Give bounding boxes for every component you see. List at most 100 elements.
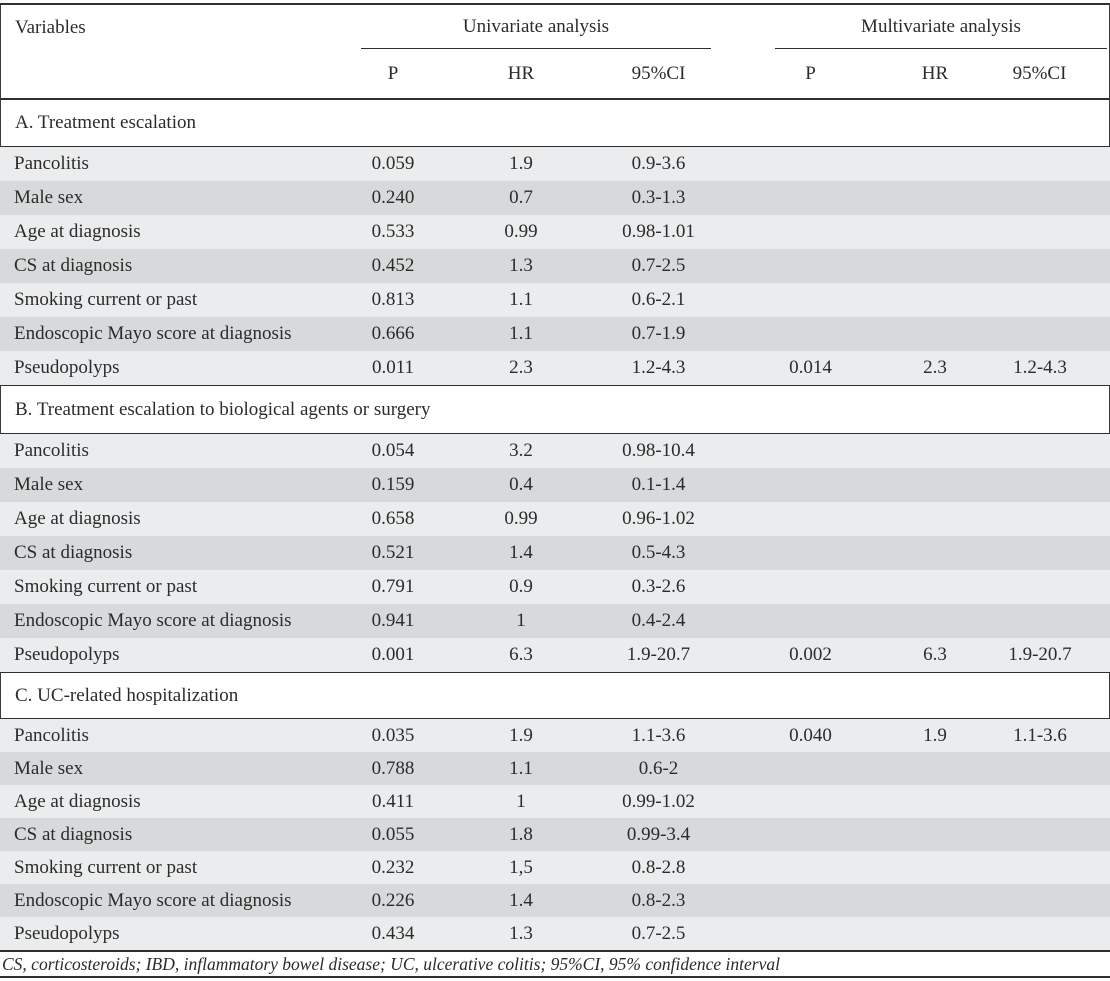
table-footnote: CS, corticosteroids; IBD, inflammatory b…	[0, 950, 1110, 978]
table-section: B. Treatment escalation to biological ag…	[0, 385, 1110, 672]
cell-uni-hr: 1.4	[509, 889, 533, 911]
cell-uni-ci: 0.99-1.02	[622, 790, 695, 812]
cell-multi-ci: 1.1-3.6	[1013, 724, 1067, 746]
cell-uni-ci: 0.99-3.4	[626, 823, 691, 845]
cell-variable: Smoking current or past	[14, 576, 198, 597]
cell-uni-ci: 0.7-1.9	[631, 323, 686, 344]
cell-variable: CS at diagnosis	[14, 823, 133, 845]
group-multivariate: Multivariate analysis	[721, 5, 1109, 50]
cell-uni-p: 0.159	[371, 474, 415, 495]
cell-variable: Endoscopic Mayo score at diagnosis	[14, 610, 292, 631]
cell-multi-p: 0.002	[789, 644, 832, 665]
table-header: Variables Univariate analysis Multivaria…	[0, 3, 1110, 100]
cell-uni-p: 0.240	[371, 187, 415, 208]
table-row: CS at diagnosis 0.452 1.3 0.7-2.5	[0, 249, 1110, 283]
cell-uni-ci: 0.3-1.3	[631, 187, 686, 208]
cell-variable: CS at diagnosis	[14, 255, 133, 276]
table-row: Endoscopic Mayo score at diagnosis 0.666…	[0, 317, 1110, 351]
cell-uni-ci: 1.2-4.3	[631, 357, 686, 378]
cell-uni-p: 0.054	[371, 440, 415, 461]
table-row: CS at diagnosis 0.055 1.8 0.99-3.4	[0, 818, 1110, 851]
cell-variable: Age at diagnosis	[14, 508, 141, 529]
cell-variable: Pancolitis	[14, 724, 89, 746]
group-univariate: Univariate analysis	[340, 5, 721, 50]
cell-uni-ci: 1.1-3.6	[631, 724, 686, 746]
cell-uni-hr: 1.1	[509, 323, 533, 344]
cell-uni-p: 0.434	[371, 922, 415, 944]
cell-variable: Smoking current or past	[14, 856, 198, 878]
cell-uni-p: 0.658	[371, 508, 415, 529]
cell-uni-ci: 0.4-2.4	[631, 610, 686, 631]
cell-variable: Pseudopolyps	[14, 644, 120, 665]
cell-uni-ci: 0.98-10.4	[622, 440, 695, 461]
cell-uni-hr: 2.3	[509, 357, 533, 378]
cell-uni-ci: 0.9-3.6	[631, 153, 686, 174]
table-row: CS at diagnosis 0.521 1.4 0.5-4.3	[0, 536, 1110, 570]
cell-uni-hr: 0.7	[509, 187, 533, 208]
column-header-multi-ci: 95%CI	[1012, 63, 1067, 84]
cell-uni-hr: 0.99	[504, 508, 538, 529]
cell-uni-hr: 1.8	[509, 823, 533, 845]
cell-uni-ci: 0.5-4.3	[631, 542, 686, 563]
table-row: Smoking current or past 0.813 1.1 0.6-2.…	[0, 283, 1110, 317]
column-header-uni-hr: HR	[507, 63, 535, 84]
cell-variable: Age at diagnosis	[14, 221, 141, 242]
table-row: Smoking current or past 0.791 0.9 0.3-2.…	[0, 570, 1110, 604]
group-header-row: Variables Univariate analysis Multivaria…	[1, 5, 1109, 50]
cell-uni-hr: 1.4	[509, 542, 533, 563]
section-rows: Pancolitis 0.059 1.9 0.9-3.6 Male sex 0.…	[0, 147, 1110, 385]
table-row: Age at diagnosis 0.411 1 0.99-1.02	[0, 785, 1110, 818]
cell-multi-hr: 6.3	[923, 644, 947, 665]
table-row: Age at diagnosis 0.533 0.99 0.98-1.01	[0, 215, 1110, 249]
cell-uni-hr: 1	[516, 790, 526, 812]
table-row: Pancolitis 0.054 3.2 0.98-10.4	[0, 434, 1110, 468]
table-row: Male sex 0.788 1.1 0.6-2	[0, 752, 1110, 785]
section-rows: Pancolitis 0.054 3.2 0.98-10.4 Male sex …	[0, 434, 1110, 672]
cell-uni-hr: 6.3	[509, 644, 533, 665]
table-section: A. Treatment escalation Pancolitis 0.059…	[0, 100, 1110, 385]
table-row: Pseudopolyps 0.434 1.3 0.7-2.5	[0, 917, 1110, 950]
section-header: C. UC-related hospitalization	[0, 672, 1110, 719]
column-header-uni-p: P	[387, 63, 399, 84]
cell-variable: CS at diagnosis	[14, 542, 133, 563]
cell-uni-hr: 1	[516, 610, 526, 631]
cell-uni-p: 0.059	[371, 153, 415, 174]
cell-uni-hr: 0.9	[509, 576, 533, 597]
cell-uni-p: 0.813	[371, 289, 415, 310]
column-header-multi-p: P	[805, 63, 816, 84]
cell-variable: Male sex	[14, 474, 84, 495]
cell-uni-ci: 0.96-1.02	[622, 508, 695, 529]
cell-uni-p: 0.666	[371, 323, 415, 344]
cell-uni-hr: 1.1	[509, 757, 533, 779]
cell-uni-ci: 1.9-20.7	[626, 644, 691, 665]
cell-variable: Smoking current or past	[14, 289, 198, 310]
table-row: Age at diagnosis 0.658 0.99 0.96-1.02	[0, 502, 1110, 536]
subheader-row: P HR 95%CI P HR 95%CI	[1, 50, 1109, 98]
group-header-multivariate: Multivariate analysis	[775, 5, 1107, 49]
cell-variable: Male sex	[14, 757, 84, 779]
cell-uni-hr: 3.2	[509, 440, 533, 461]
cell-uni-ci: 0.7-2.5	[631, 255, 686, 276]
column-header-variables: Variables	[15, 17, 86, 38]
cell-multi-ci: 1.2-4.3	[1013, 357, 1067, 378]
cell-uni-hr: 0.4	[509, 474, 533, 495]
cell-uni-p: 0.521	[371, 542, 415, 563]
cell-uni-p: 0.411	[371, 790, 415, 812]
cell-uni-p: 0.226	[371, 889, 415, 911]
cell-uni-hr: 0.99	[504, 221, 538, 242]
table-row: Pancolitis 0.059 1.9 0.9-3.6	[0, 147, 1110, 181]
cell-multi-ci: 1.9-20.7	[1008, 644, 1072, 665]
cell-uni-p: 0.533	[371, 221, 415, 242]
cell-multi-hr: 1.9	[923, 724, 947, 746]
cell-uni-p: 0.791	[371, 576, 415, 597]
cell-uni-p: 0.788	[371, 757, 415, 779]
cell-uni-ci: 0.3-2.6	[631, 576, 686, 597]
cell-multi-p: 0.014	[789, 357, 832, 378]
column-header-uni-ci: 95%CI	[631, 63, 686, 84]
cell-uni-hr: 1,5	[509, 856, 533, 878]
group-header-univariate: Univariate analysis	[361, 5, 711, 49]
table-body: A. Treatment escalation Pancolitis 0.059…	[0, 100, 1110, 950]
cell-uni-ci: 0.8-2.8	[631, 856, 686, 878]
cell-uni-hr: 1.3	[509, 255, 533, 276]
